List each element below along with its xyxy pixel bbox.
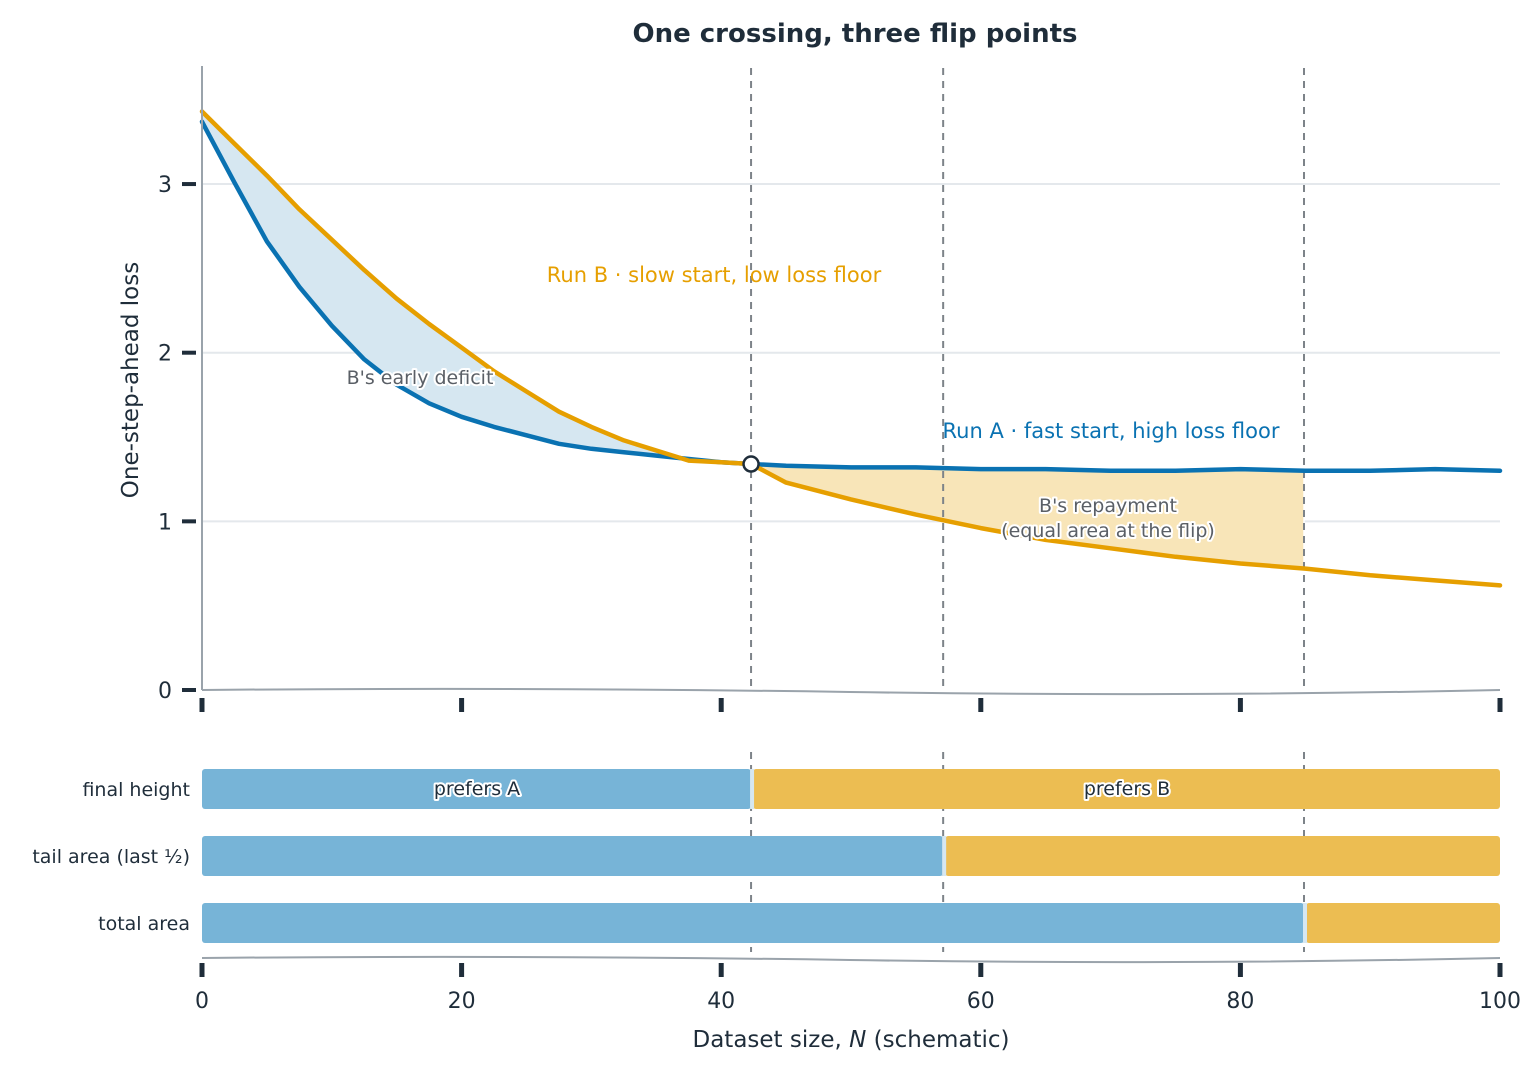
x-tick-label: 100 bbox=[1479, 989, 1521, 1014]
y-tick-label: 2 bbox=[158, 342, 172, 367]
x-tick-label: 80 bbox=[1226, 989, 1254, 1014]
y-tick-label: 1 bbox=[158, 510, 172, 535]
series-label-run-a: Run A · fast start, high loss floor bbox=[943, 419, 1280, 443]
bar-prefers-a bbox=[202, 903, 1305, 943]
labels: final height tail area (last ½) total area… bbox=[32, 263, 1280, 935]
x-axis-line-top bbox=[201, 687, 1501, 696]
series-label-run-b: Run B · slow start, low loss floor bbox=[547, 263, 882, 287]
band-label-prefers-b: prefers B bbox=[1084, 778, 1170, 800]
axes: 0 1 2 3 0 20 40 60 80 100 bbox=[158, 66, 1521, 1014]
bar-prefers-b bbox=[1306, 903, 1500, 943]
annotation-repayment: B's repayment bbox=[1039, 495, 1177, 517]
series-lines bbox=[199, 109, 1503, 588]
x-axis-line-bottom bbox=[201, 955, 1501, 964]
row-label: final height bbox=[82, 779, 190, 801]
x-tick-label: 20 bbox=[448, 989, 476, 1014]
bar-prefers-a bbox=[202, 836, 944, 876]
preference-bars bbox=[202, 769, 1500, 943]
bar-prefers-b bbox=[945, 836, 1500, 876]
chart-title: One crossing, three flip points bbox=[632, 19, 1077, 49]
annotation-repayment-note: (equal area at the flip) bbox=[1001, 520, 1215, 542]
x-tick-label: 40 bbox=[707, 989, 735, 1014]
crossing-marker bbox=[742, 455, 760, 473]
x-tick-label: 60 bbox=[967, 989, 995, 1014]
y-tick-label: 0 bbox=[158, 679, 172, 704]
y-tick-label: 3 bbox=[158, 173, 172, 198]
x-tick-label: 0 bbox=[195, 989, 209, 1014]
bar-prefers-b bbox=[753, 769, 1500, 809]
annotation-early-deficit: B's early deficit bbox=[347, 367, 494, 389]
series-line-run-b bbox=[199, 109, 1503, 588]
row-label: total area bbox=[98, 913, 190, 935]
row-label: tail area (last ½) bbox=[32, 846, 190, 868]
shaded-region-deficit bbox=[201, 109, 752, 465]
bar-prefers-a bbox=[202, 769, 752, 809]
band-label-prefers-a: prefers A bbox=[434, 778, 520, 800]
x-axis-label: Dataset size, N (schematic) bbox=[693, 1027, 1010, 1053]
y-axis-label: One-step-ahead loss bbox=[118, 262, 144, 498]
shaded-region-repayment bbox=[750, 463, 1305, 570]
